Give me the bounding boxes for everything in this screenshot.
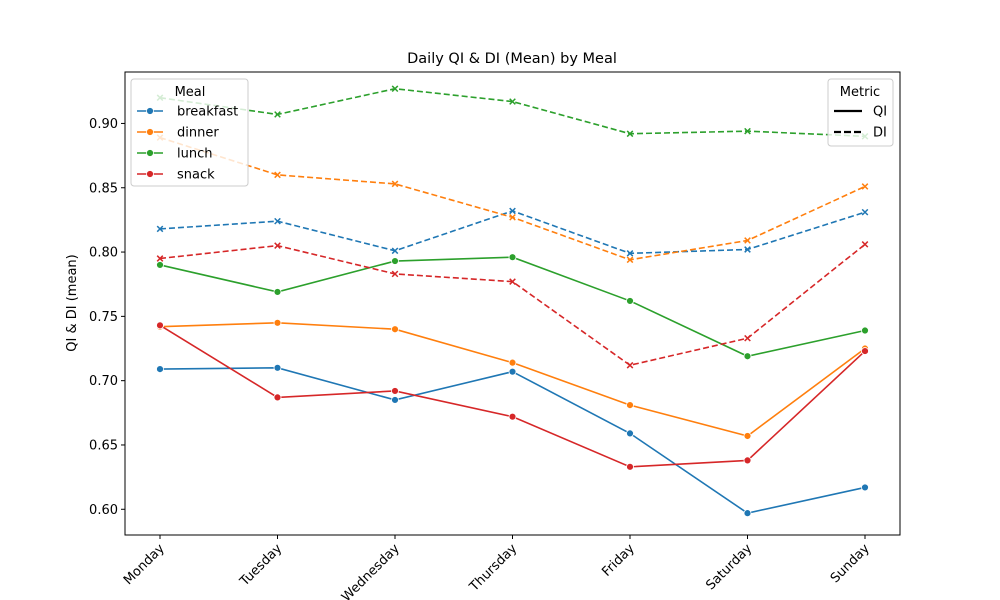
data-point-snack-qi xyxy=(508,412,517,421)
data-point-snack-qi xyxy=(743,456,752,465)
metric-legend-label: QI xyxy=(873,105,887,120)
data-point-dinner-qi xyxy=(273,318,282,327)
metric-legend-label: DI xyxy=(873,126,887,141)
data-point-dinner-qi xyxy=(391,325,399,334)
data-point-lunch-qi xyxy=(391,257,399,265)
legend-swatch-marker xyxy=(146,128,154,136)
data-point-breakfast-qi xyxy=(273,363,282,372)
data-point-breakfast-di xyxy=(744,246,751,253)
meal-legend-box xyxy=(130,78,249,187)
data-point-lunch-di xyxy=(391,85,399,93)
metric-legend: Metric QI DI xyxy=(827,78,894,147)
data-point-snack-qi xyxy=(626,462,634,471)
data-point-breakfast-qi xyxy=(626,429,634,438)
data-point-snack-di xyxy=(274,242,281,249)
meal-legend-item-lunch: lunch xyxy=(137,147,212,162)
y-tick-label: 0.65 xyxy=(89,438,118,453)
data-point-lunch-qi xyxy=(273,288,282,296)
y-tick-label: 0.90 xyxy=(89,117,118,132)
meal-legend-label: lunch xyxy=(177,147,212,162)
series-line-dinner-di xyxy=(159,136,866,261)
data-point-dinner-di xyxy=(391,180,399,188)
data-point-snack-di xyxy=(861,241,869,248)
data-point-dinner-di xyxy=(626,256,634,264)
data-point-dinner-di xyxy=(861,183,869,190)
series-line-lunch-di xyxy=(159,87,866,138)
meal-legend-title: Meal xyxy=(175,85,206,100)
x-tick-label: Friday xyxy=(599,541,638,580)
metric-legend-item-qi: QI xyxy=(834,105,887,120)
data-point-breakfast-di xyxy=(274,217,281,225)
y-axis-label: QI & DI (mean) xyxy=(65,254,80,351)
y-tick-label: 0.85 xyxy=(89,181,118,196)
data-point-breakfast-di xyxy=(156,225,164,233)
data-point-dinner-di xyxy=(509,214,516,221)
data-point-snack-qi xyxy=(391,387,399,395)
meal-legend-label: snack xyxy=(177,168,215,183)
x-tick-label: Thursday xyxy=(466,541,520,595)
y-tick-label: 0.60 xyxy=(89,503,118,518)
legend-swatch-marker xyxy=(146,149,154,157)
data-point-snack-di xyxy=(391,270,399,278)
data-point-dinner-qi xyxy=(626,401,634,410)
series-line-snack-di xyxy=(159,243,866,367)
data-point-dinner-qi xyxy=(508,358,517,367)
data-point-breakfast-qi xyxy=(861,483,869,492)
x-tick-label: Saturday xyxy=(703,541,755,593)
y-tick-label: 0.80 xyxy=(89,246,118,261)
y-axis: 0.60 0.65 0.70 0.75 0.80 0.85 0.90 xyxy=(89,117,125,518)
data-point-snack-qi xyxy=(156,321,164,330)
data-point-lunch-di xyxy=(626,130,634,138)
meal-legend-label: dinner xyxy=(177,126,219,141)
data-point-lunch-qi xyxy=(508,253,517,262)
data-point-breakfast-di xyxy=(391,247,399,255)
legend-swatch-marker xyxy=(146,107,154,115)
data-point-snack-qi xyxy=(861,347,869,355)
chart-title: Daily QI & DI (Mean) by Meal xyxy=(407,51,617,67)
metric-legend-item-di: DI xyxy=(834,126,887,141)
data-point-lunch-qi xyxy=(156,261,164,269)
data-point-dinner-qi xyxy=(743,432,752,440)
y-tick-label: 0.75 xyxy=(89,310,118,325)
meal-legend-item-dinner: dinner xyxy=(137,126,219,141)
data-point-lunch-di xyxy=(509,98,516,105)
data-point-lunch-qi xyxy=(626,297,634,305)
x-tick-label: Wednesday xyxy=(339,541,403,600)
meal-legend-item-breakfast: breakfast xyxy=(137,105,238,120)
x-axis: Monday Tuesday Wednesday Thursday Friday Satu… xyxy=(121,535,873,600)
data-point-lunch-qi xyxy=(861,326,869,335)
data-point-dinner-di xyxy=(274,171,281,179)
data-point-lunch-qi xyxy=(743,352,752,361)
x-tick-label: Monday xyxy=(121,541,168,588)
x-tick-label: Sunday xyxy=(828,541,873,586)
data-point-breakfast-di xyxy=(861,208,869,216)
data-point-snack-di xyxy=(626,361,634,369)
meal-legend: Meal breakfast dinner lunch snack xyxy=(130,78,249,187)
data-point-snack-di xyxy=(156,255,164,262)
series-layer xyxy=(156,85,869,518)
data-point-breakfast-qi xyxy=(156,365,164,373)
data-point-snack-di xyxy=(509,278,516,285)
data-point-breakfast-qi xyxy=(743,509,752,518)
data-point-breakfast-di xyxy=(626,250,634,257)
meal-legend-item-snack: snack xyxy=(137,168,215,183)
data-point-lunch-di xyxy=(744,127,751,135)
data-point-snack-di xyxy=(744,334,751,342)
data-point-breakfast-di xyxy=(509,207,516,215)
series-line-lunch-qi xyxy=(159,256,866,358)
series-line-snack-qi xyxy=(159,324,866,468)
data-point-breakfast-qi xyxy=(391,396,399,404)
meal-legend-label: breakfast xyxy=(177,105,238,120)
metric-legend-title: Metric xyxy=(840,85,880,100)
data-point-breakfast-qi xyxy=(508,367,517,376)
data-point-dinner-di xyxy=(744,237,751,244)
data-point-snack-qi xyxy=(273,393,282,402)
legend-swatch-marker xyxy=(146,170,154,178)
x-tick-label: Tuesday xyxy=(237,541,286,590)
data-point-lunch-di xyxy=(274,111,281,118)
y-tick-label: 0.70 xyxy=(89,374,118,389)
metric-legend-box xyxy=(827,78,894,147)
